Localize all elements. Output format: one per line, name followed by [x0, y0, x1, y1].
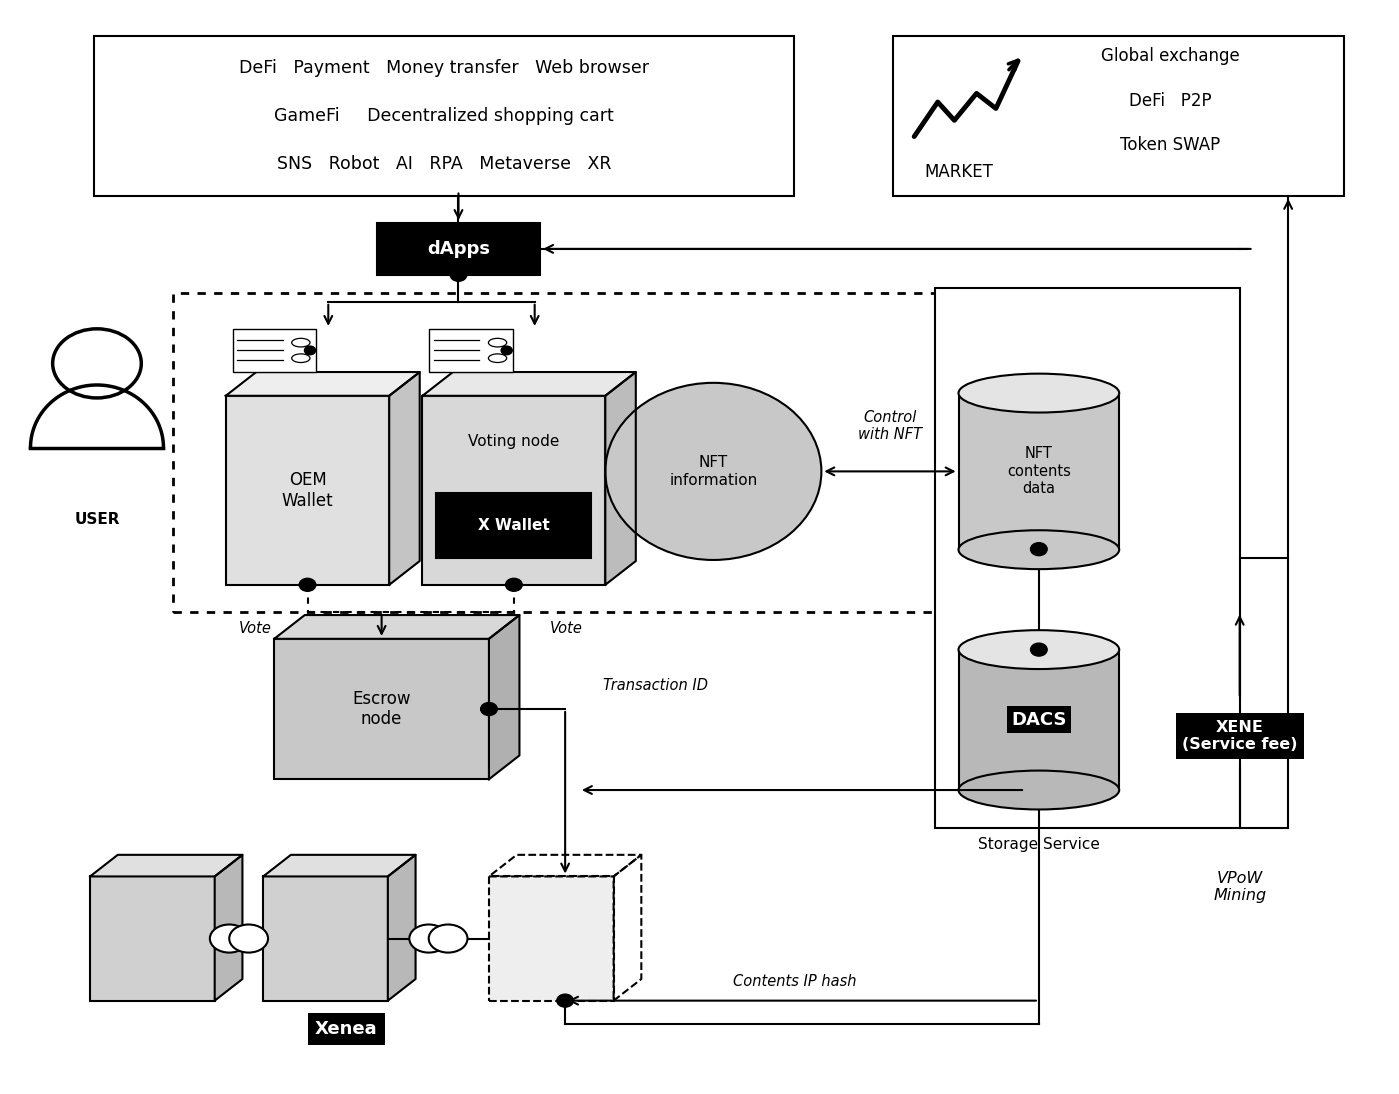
Circle shape: [481, 702, 497, 715]
Text: Transaction ID: Transaction ID: [603, 678, 708, 693]
Text: Global exchange: Global exchange: [1101, 47, 1240, 65]
Polygon shape: [214, 854, 242, 1001]
Ellipse shape: [958, 374, 1119, 412]
Ellipse shape: [229, 924, 269, 953]
Bar: [436, 493, 592, 558]
Bar: [232, 329, 316, 372]
Bar: [274, 639, 490, 779]
Ellipse shape: [958, 770, 1119, 810]
Text: dApps: dApps: [427, 240, 490, 258]
Text: Escrow
node: Escrow node: [353, 689, 411, 729]
Bar: [894, 36, 1343, 196]
Bar: [376, 223, 540, 275]
Text: Storage Service: Storage Service: [978, 837, 1100, 851]
Text: Control
with NFT: Control with NFT: [858, 410, 922, 442]
Ellipse shape: [958, 630, 1119, 670]
Bar: [263, 876, 388, 1001]
Ellipse shape: [958, 531, 1119, 569]
Ellipse shape: [488, 353, 506, 362]
Text: DACS: DACS: [1011, 711, 1066, 729]
Circle shape: [557, 994, 574, 1008]
Circle shape: [1031, 643, 1048, 656]
Bar: [422, 396, 606, 585]
Bar: [90, 876, 214, 1001]
Text: Vote: Vote: [550, 620, 583, 636]
Bar: [958, 393, 1119, 549]
Text: DeFi   P2P: DeFi P2P: [1129, 92, 1212, 109]
Polygon shape: [422, 372, 635, 396]
Text: USER: USER: [74, 512, 120, 527]
Bar: [225, 396, 389, 585]
Polygon shape: [490, 615, 519, 779]
Polygon shape: [389, 372, 420, 585]
Ellipse shape: [292, 353, 311, 362]
Bar: [173, 293, 963, 612]
Bar: [958, 650, 1119, 790]
Ellipse shape: [410, 924, 448, 953]
Circle shape: [501, 346, 512, 354]
Polygon shape: [274, 615, 519, 639]
Text: Token SWAP: Token SWAP: [1121, 136, 1220, 154]
Text: NFT
contents
data: NFT contents data: [1007, 446, 1070, 497]
Text: GameFi     Decentralized shopping cart: GameFi Decentralized shopping cart: [274, 107, 614, 125]
Circle shape: [305, 346, 316, 354]
Text: Contents IP hash: Contents IP hash: [733, 974, 856, 989]
Polygon shape: [263, 854, 416, 876]
Circle shape: [450, 268, 467, 281]
Circle shape: [505, 579, 522, 591]
Text: NFT
information: NFT information: [669, 455, 757, 488]
Text: MARKET: MARKET: [925, 163, 993, 182]
Circle shape: [1031, 543, 1048, 556]
Ellipse shape: [488, 338, 506, 347]
Polygon shape: [225, 372, 420, 396]
Circle shape: [299, 579, 316, 591]
Ellipse shape: [210, 924, 249, 953]
Text: Voting node: Voting node: [469, 433, 560, 449]
Text: Xenea: Xenea: [315, 1020, 378, 1038]
Text: Vote: Vote: [238, 620, 271, 636]
Bar: [94, 36, 793, 196]
Polygon shape: [90, 854, 242, 876]
Polygon shape: [606, 372, 635, 585]
Bar: [490, 876, 614, 1001]
Ellipse shape: [606, 383, 821, 560]
Text: VPoW
Mining: VPoW Mining: [1213, 871, 1266, 904]
Text: OEM
Wallet: OEM Wallet: [281, 470, 333, 510]
Ellipse shape: [292, 338, 311, 347]
Bar: [935, 288, 1240, 828]
Ellipse shape: [428, 924, 467, 953]
Text: DeFi   Payment   Money transfer   Web browser: DeFi Payment Money transfer Web browser: [239, 59, 649, 77]
Polygon shape: [388, 854, 416, 1001]
Text: XENE
(Service fee): XENE (Service fee): [1182, 720, 1297, 753]
Text: X Wallet: X Wallet: [478, 517, 550, 533]
Text: SNS   Robot   AI   RPA   Metaverse   XR: SNS Robot AI RPA Metaverse XR: [277, 155, 611, 173]
Bar: [429, 329, 512, 372]
